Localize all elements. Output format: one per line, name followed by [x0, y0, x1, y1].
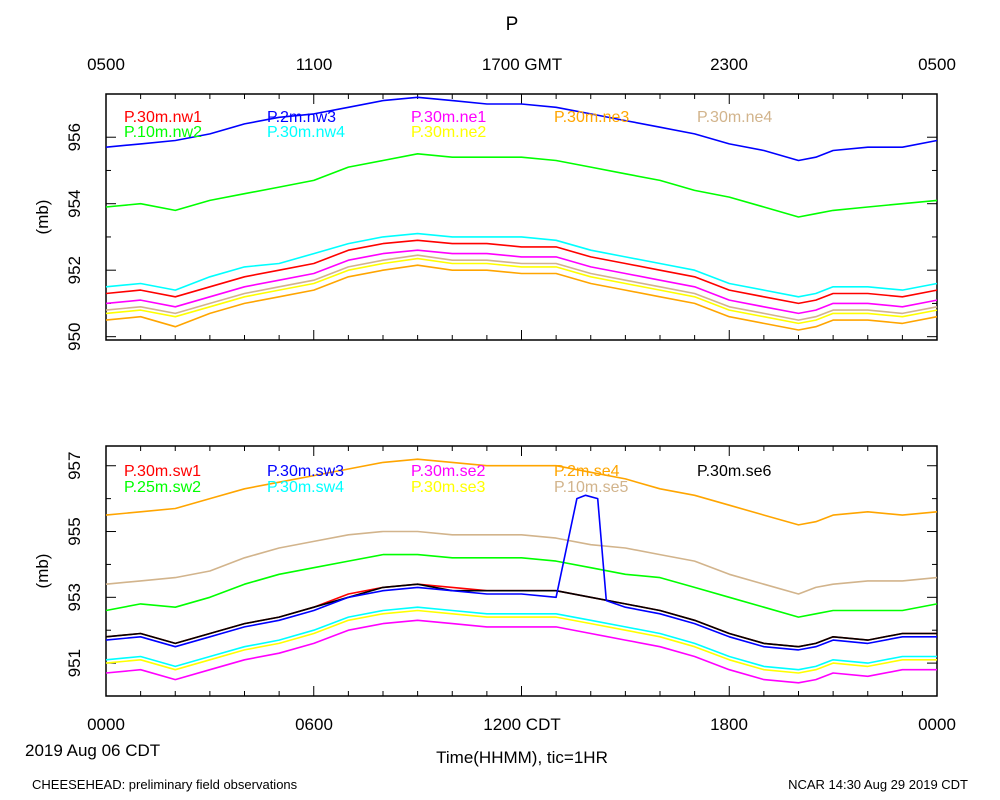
series-line-P-30m-nw4: [105, 232, 938, 298]
series-line-P-2m-se4: [105, 458, 938, 526]
chart-title: P: [506, 14, 519, 35]
y-tick-label: 955: [65, 517, 84, 545]
footer-left: CHEESEHEAD: preliminary field observatio…: [32, 777, 298, 792]
legend-entry: P.2m.se4: [554, 463, 620, 480]
legend-entry: P.30m.ne3: [554, 109, 629, 126]
top-tick-label: 0500: [918, 55, 956, 74]
date-label: 2019 Aug 06 CDT: [25, 741, 160, 760]
series-line-P-30m-ne1: [105, 249, 938, 315]
legend-entry: P.30m.ne1: [411, 109, 486, 126]
series-line-P-30m-ne2: [105, 257, 938, 325]
bottom-axis-labels: 0000 0600 1200 CDT 1800 0000: [87, 715, 956, 734]
series-line-P-2m-nw3: [105, 96, 938, 162]
legend-entry: P.10m.se5: [554, 479, 629, 496]
series-line-P-25m-sw2: [105, 553, 938, 618]
y-tick-label: 950: [65, 322, 84, 350]
legend-entry: P.30m.se2: [411, 463, 486, 480]
legend-entry: P.30m.ne2: [411, 124, 486, 141]
bottom-tick-label: 0600: [295, 715, 333, 734]
legend-entry: P.2m.nw3: [267, 109, 336, 126]
legend-entry: P.30m.se6: [697, 463, 772, 480]
y-tick-label: 956: [65, 123, 84, 151]
series-line-P-30m-sw3: [105, 494, 937, 651]
plot-frame: [105, 93, 938, 341]
bottom-tick-label: 1200 CDT: [483, 715, 560, 734]
legend-entry: P.30m.se3: [411, 479, 486, 496]
plot-frame: [105, 445, 938, 697]
legend-entry: P.30m.sw4: [267, 479, 344, 496]
legend-entry: P.30m.nw1: [124, 109, 202, 126]
legend-entry: P.25m.sw2: [124, 479, 201, 496]
top-tick-label: 1100: [296, 55, 333, 74]
series-line-P-10m-se5: [105, 530, 938, 595]
bottom-tick-label: 0000: [918, 715, 956, 734]
y-tick-label: 954: [65, 190, 84, 218]
legend-entry: P.30m.sw3: [267, 463, 344, 480]
series-line-P-30m-se3: [105, 609, 937, 674]
x-axis-title: Time(HHMM), tic=1HR: [436, 748, 608, 767]
series-line-P-30m-se6: [105, 583, 937, 648]
series-line-P-30m-se2: [105, 619, 937, 684]
y-axis-title: (mb): [33, 554, 52, 589]
legend-entry: P.30m.ne4: [697, 109, 772, 126]
top-tick-label: 2300: [710, 55, 748, 74]
y-tick-label: 952: [65, 256, 84, 284]
series-line-P-10m-nw2: [105, 153, 938, 218]
legend-entry: P.30m.nw4: [267, 124, 345, 141]
series-line-P-30m-sw4: [105, 606, 937, 671]
series-line-P-30m-nw1: [105, 239, 938, 305]
top-tick-label: 1700 GMT: [482, 55, 562, 74]
bottom-tick-label: 0000: [87, 715, 125, 734]
legend-entry: P.10m.nw2: [124, 124, 202, 141]
series-line-P-30m-ne3: [105, 264, 938, 331]
y-tick-label: 957: [65, 452, 84, 480]
footer-right: NCAR 14:30 Aug 29 2019 CDT: [788, 777, 968, 792]
top-axis-labels: 0500 1100 1700 GMT 2300 0500: [87, 55, 956, 74]
series-line-P-30m-ne4: [105, 254, 938, 321]
bottom-tick-label: 1800: [710, 715, 748, 734]
top-tick-label: 0500: [87, 55, 125, 74]
y-axis-title: (mb): [33, 200, 52, 235]
legend-entry: P.30m.sw1: [124, 463, 201, 480]
y-tick-label: 953: [65, 583, 84, 611]
y-tick-label: 951: [65, 649, 84, 677]
